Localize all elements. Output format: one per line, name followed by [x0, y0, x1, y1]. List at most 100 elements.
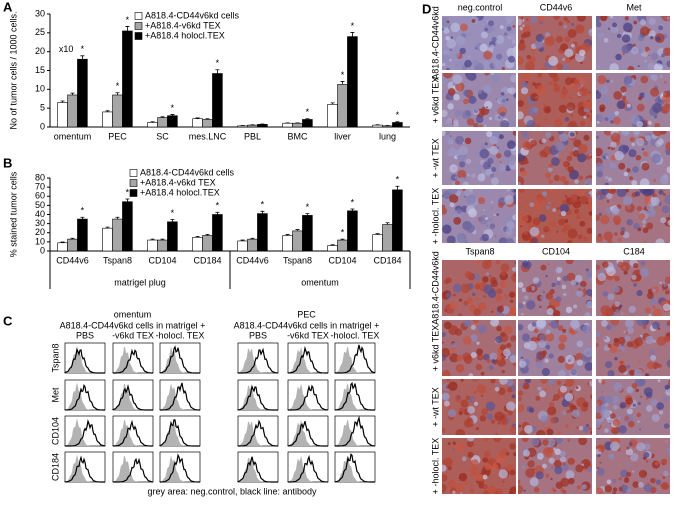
legend-label: +A818.4-v6kd TEX	[145, 20, 221, 30]
cell	[484, 73, 490, 76]
cell	[569, 83, 576, 90]
cell	[614, 275, 620, 282]
antibody-line	[112, 457, 154, 483]
cell	[532, 217, 541, 226]
cell	[578, 74, 582, 78]
cell	[550, 416, 557, 424]
cell	[491, 73, 501, 83]
cell	[468, 304, 477, 312]
cell	[607, 343, 612, 348]
cell	[556, 276, 561, 281]
cell	[536, 196, 544, 204]
cell	[630, 171, 633, 175]
cell	[575, 214, 581, 220]
cell	[455, 396, 462, 403]
x-tick-label: mes.LNC	[189, 131, 227, 141]
cell	[537, 386, 542, 391]
error-bar	[115, 216, 120, 220]
cell	[647, 62, 655, 70]
cell	[610, 320, 620, 326]
error-bar	[395, 185, 400, 190]
cell	[506, 220, 515, 230]
cell	[509, 33, 516, 42]
cell	[627, 65, 635, 70]
cell	[442, 109, 448, 118]
cell	[459, 47, 466, 55]
cell	[491, 166, 497, 172]
cell	[628, 149, 637, 158]
cell	[465, 418, 474, 427]
cell	[463, 355, 473, 364]
cell	[554, 438, 563, 444]
y-tick-label: 80	[35, 172, 45, 182]
cell	[449, 135, 452, 138]
cell	[585, 288, 592, 297]
micrograph	[518, 379, 592, 435]
cell	[564, 224, 571, 231]
cell	[666, 16, 670, 20]
significance-star: *	[81, 206, 85, 216]
cell	[473, 472, 482, 482]
error-bar	[330, 102, 335, 105]
significance-star: *	[341, 228, 345, 238]
cell	[606, 266, 616, 277]
cell	[458, 472, 468, 482]
micrograph	[518, 260, 592, 316]
cell	[579, 195, 589, 205]
cell	[495, 98, 498, 101]
cell	[513, 491, 516, 494]
cell	[549, 189, 555, 193]
cell	[507, 410, 513, 416]
cell	[576, 16, 586, 22]
panel-label: B	[3, 155, 12, 170]
cell	[576, 426, 579, 430]
cell	[648, 17, 656, 26]
cell	[526, 120, 536, 127]
cell	[498, 451, 506, 459]
significance-star: *	[306, 107, 310, 117]
cell	[535, 360, 544, 369]
bar	[257, 213, 268, 252]
micrograph	[518, 189, 592, 243]
row-label: + v6kd TEX	[430, 325, 440, 372]
cell	[604, 337, 607, 340]
cell	[513, 236, 516, 243]
cell	[657, 99, 662, 103]
cell	[629, 369, 636, 376]
cell	[545, 275, 548, 278]
cell	[643, 452, 650, 459]
antibody-line	[237, 456, 278, 483]
cell	[518, 198, 521, 203]
annotation: x10	[59, 44, 74, 54]
cell	[567, 228, 578, 239]
cell	[652, 131, 663, 137]
legend-swatch	[134, 12, 143, 20]
bar	[337, 239, 348, 252]
cell	[650, 477, 656, 484]
cell	[559, 385, 567, 393]
cell	[506, 387, 513, 393]
cell	[659, 410, 664, 415]
error-bar	[105, 110, 110, 112]
cell	[525, 300, 536, 310]
cell	[500, 120, 510, 127]
cell	[665, 388, 670, 396]
cell	[589, 380, 592, 387]
cell	[442, 464, 447, 472]
cell	[474, 163, 480, 170]
cell	[602, 261, 609, 268]
cell	[566, 102, 576, 112]
cell	[493, 438, 502, 443]
cell	[607, 146, 611, 150]
cell	[465, 158, 472, 164]
cell	[454, 394, 458, 398]
cell	[564, 77, 573, 86]
cell	[520, 356, 524, 360]
cell	[471, 292, 476, 297]
cell	[547, 406, 557, 416]
cell	[572, 149, 580, 157]
cell	[512, 131, 516, 136]
cell	[518, 390, 524, 396]
error-bar	[385, 222, 390, 225]
cell	[597, 444, 606, 452]
